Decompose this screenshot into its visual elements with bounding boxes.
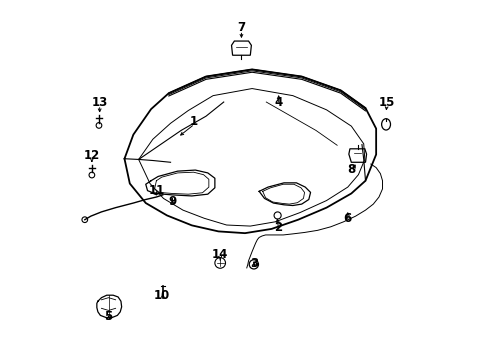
- Text: 1: 1: [190, 115, 197, 128]
- Text: 13: 13: [92, 95, 108, 108]
- Text: 2: 2: [274, 221, 283, 234]
- Text: 5: 5: [104, 310, 113, 323]
- Text: 7: 7: [237, 21, 245, 34]
- Text: 6: 6: [343, 212, 352, 225]
- Text: 9: 9: [168, 195, 176, 208]
- Text: 4: 4: [274, 95, 283, 108]
- Text: 12: 12: [84, 149, 100, 162]
- Text: 11: 11: [148, 184, 165, 197]
- Text: 15: 15: [379, 95, 395, 108]
- Text: 14: 14: [212, 248, 228, 261]
- Text: 8: 8: [347, 163, 355, 176]
- Text: 3: 3: [250, 257, 258, 270]
- Text: 10: 10: [153, 289, 170, 302]
